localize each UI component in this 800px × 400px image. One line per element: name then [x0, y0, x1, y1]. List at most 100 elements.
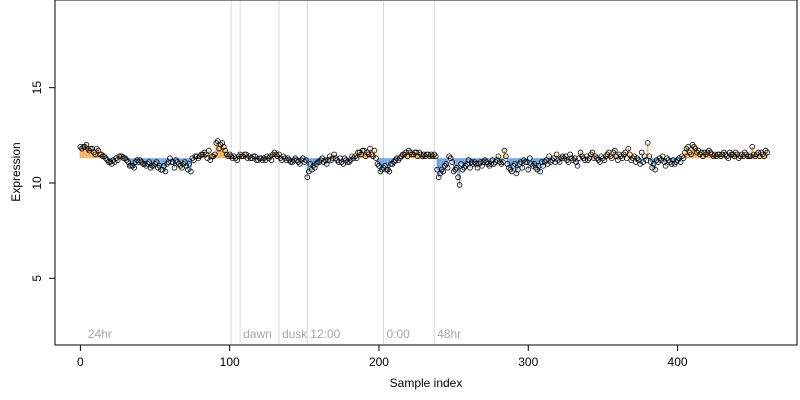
data-point — [458, 161, 464, 167]
data-point — [238, 153, 245, 160]
data-point — [659, 153, 666, 160]
data-point — [644, 140, 651, 146]
data-point — [662, 163, 669, 169]
data-point — [120, 155, 127, 162]
data-point — [326, 153, 333, 160]
data-point — [158, 166, 164, 173]
data-point — [601, 157, 608, 163]
data-point — [311, 164, 318, 171]
data-point — [250, 153, 257, 160]
annotation-label: 24hr — [88, 327, 112, 341]
data-point — [546, 153, 552, 160]
data-point — [488, 161, 494, 167]
data-point — [650, 161, 657, 167]
data-point — [222, 147, 228, 154]
data-point — [347, 157, 354, 163]
data-point — [746, 153, 753, 160]
data-point — [373, 155, 379, 162]
data-point — [370, 153, 376, 160]
data-point — [183, 163, 190, 169]
data-point — [573, 159, 579, 165]
data-point — [182, 159, 188, 165]
data-point — [646, 153, 652, 160]
data-point — [114, 157, 121, 163]
data-point — [544, 161, 551, 167]
data-point — [622, 149, 629, 156]
data-point — [503, 153, 509, 160]
data-point — [455, 174, 461, 181]
data-point — [467, 164, 473, 171]
data-point — [386, 168, 393, 175]
data-point — [626, 151, 633, 158]
annotation-label: 0:00 — [386, 327, 410, 341]
data-point — [504, 161, 511, 167]
x-tick-label: 200 — [369, 355, 389, 369]
data-point — [95, 147, 102, 154]
data-point — [105, 159, 112, 165]
data-point — [652, 166, 658, 173]
data-point — [388, 161, 394, 167]
data-point — [477, 159, 484, 165]
data-point — [340, 161, 346, 167]
data-point — [538, 159, 545, 165]
time-annotations: dawn dusk 12:00 0:00 48hr 24hr — [88, 327, 461, 341]
data-point — [583, 153, 590, 160]
data-point — [574, 163, 581, 169]
x-tick-label: 100 — [220, 355, 240, 369]
data-point — [382, 163, 388, 169]
data-point — [185, 166, 191, 173]
data-point — [211, 151, 218, 158]
data-point — [749, 143, 756, 150]
annotation-label: dusk — [282, 327, 308, 341]
data-point — [474, 164, 481, 171]
x-axis-label: Sample index — [390, 376, 463, 390]
data-point — [376, 163, 382, 169]
data-point — [680, 155, 687, 162]
data-point — [764, 149, 770, 156]
data-point — [234, 157, 240, 163]
data-point — [624, 155, 630, 162]
data-point — [435, 174, 442, 181]
data-point — [688, 151, 694, 158]
data-point — [643, 157, 650, 163]
time-marker-lines — [230, 1, 435, 344]
data-point — [534, 166, 541, 173]
data-point — [288, 159, 294, 165]
data-point — [131, 164, 137, 171]
data-point — [335, 159, 342, 165]
data-point — [188, 168, 194, 175]
y-tick-label: 5 — [30, 275, 44, 282]
data-point — [297, 161, 303, 167]
data-point — [153, 159, 160, 165]
data-point — [409, 151, 415, 158]
data-point — [638, 149, 645, 156]
data-point — [589, 149, 596, 156]
data-point — [353, 155, 360, 162]
data-point — [171, 164, 178, 171]
data-point — [111, 159, 118, 165]
data-point — [400, 151, 406, 158]
data-point — [550, 155, 557, 162]
data-point — [509, 168, 515, 175]
data-point — [179, 164, 185, 171]
data-point — [208, 153, 215, 160]
data-point — [668, 161, 675, 167]
data-point — [362, 153, 369, 160]
data-point — [525, 166, 532, 173]
x-axis: 0 100 200 300 400 — [77, 344, 688, 369]
data-point — [96, 151, 103, 158]
x-tick-label: 400 — [668, 355, 688, 369]
data-point — [744, 153, 751, 160]
data-point — [465, 157, 472, 163]
data-point — [371, 147, 378, 154]
data-point — [449, 159, 455, 165]
data-point — [162, 168, 169, 175]
data-point — [515, 166, 521, 173]
data-point — [631, 153, 638, 160]
data-point — [128, 163, 134, 169]
data-point — [432, 153, 439, 160]
data-point — [168, 159, 175, 165]
annotation-label: dawn — [243, 327, 272, 341]
data-point — [553, 151, 560, 158]
